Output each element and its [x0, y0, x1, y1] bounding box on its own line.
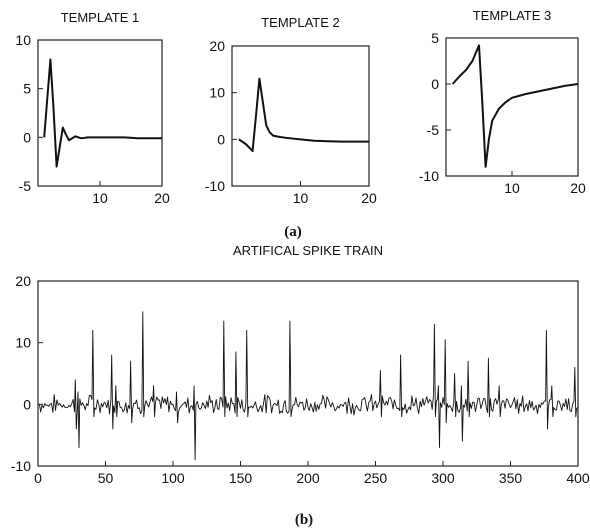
x-tick-label: 20	[154, 190, 170, 206]
x-tick-label: 0	[34, 470, 42, 486]
y-tick-label: -5	[19, 178, 32, 194]
plot-frame	[445, 37, 579, 177]
y-tick-label: 0	[217, 131, 225, 147]
template-3-plot: TEMPLATE 3 5 0 -5 -10 10 20	[419, 8, 586, 196]
x-tick-label: 50	[98, 470, 114, 486]
y-tick-label: 20	[209, 38, 225, 54]
waveform-line	[238, 77, 369, 152]
chart-title: TEMPLATE 1	[61, 10, 140, 25]
y-tick-label: 10	[15, 32, 31, 48]
x-tick-label: 250	[364, 470, 388, 486]
y-tick-label: 10	[209, 85, 225, 101]
y-tick-label: 0	[23, 129, 31, 145]
y-tick-label: 10	[15, 335, 31, 351]
waveform-line	[451, 44, 579, 168]
y-tick-label: -10	[205, 178, 225, 194]
waveform-line	[43, 58, 162, 168]
y-tick-label: 0	[23, 396, 31, 412]
caption-a: (a)	[284, 224, 302, 240]
x-tick-label: 350	[499, 470, 523, 486]
template-2-plot: TEMPLATE 2 20 10 0 -10 10 20	[205, 15, 377, 206]
x-tick-label: 10	[293, 190, 309, 206]
spike-train-line	[38, 311, 579, 461]
plot-frame	[231, 45, 370, 187]
chart-title: TEMPLATE 2	[261, 15, 340, 30]
chart-title: TEMPLATE 3	[473, 8, 552, 23]
y-tick-label: 0	[431, 76, 439, 92]
y-tick-label: -10	[11, 458, 31, 474]
caption-b: (b)	[295, 512, 313, 528]
x-tick-label: 20	[361, 190, 377, 206]
x-tick-label: 200	[296, 470, 320, 486]
y-tick-label: -5	[427, 122, 440, 138]
plot-frame	[37, 280, 579, 467]
y-tick-label: 5	[431, 30, 439, 46]
y-tick-label: 5	[23, 81, 31, 97]
x-tick-label: 400	[566, 470, 590, 486]
x-tick-label: 150	[229, 470, 253, 486]
y-tick-label: 20	[15, 273, 31, 289]
y-tick-label: -10	[419, 168, 439, 184]
chart-title: ARTIFICAL SPIKE TRAIN	[233, 243, 383, 258]
template-1-plot: TEMPLATE 1 10 5 0 -5 10 20	[15, 10, 170, 206]
x-tick-label: 300	[431, 470, 455, 486]
x-tick-label: 10	[504, 180, 520, 196]
x-tick-label: 20	[570, 180, 586, 196]
x-tick-label: 100	[161, 470, 185, 486]
x-tick-label: 10	[92, 190, 108, 206]
